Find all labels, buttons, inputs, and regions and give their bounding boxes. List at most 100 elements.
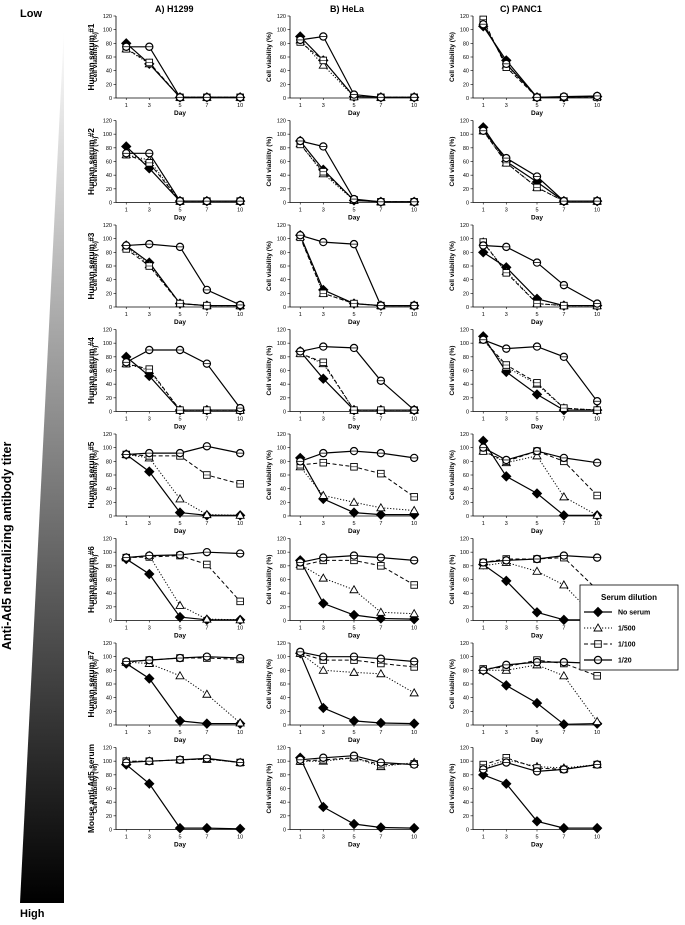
- y-tick-label: 60: [463, 264, 469, 270]
- y-tick-label: 40: [106, 800, 112, 806]
- series-no-serum: [295, 135, 420, 208]
- y-tick-label: 100: [277, 655, 286, 661]
- row-label: Human serum #7: [86, 650, 96, 717]
- y-tick-label: 20: [106, 605, 112, 611]
- x-axis-label: Day: [174, 424, 186, 431]
- y-tick-label: 120: [460, 641, 469, 647]
- series-line: [482, 23, 598, 98]
- y-tick-label: 20: [280, 709, 286, 715]
- x-tick-label: 10: [594, 208, 600, 214]
- x-tick-label: 10: [411, 835, 417, 841]
- y-tick-label: 120: [103, 119, 112, 125]
- y-axis-label: Cell viability (%): [92, 659, 99, 709]
- x-tick-label: 5: [178, 312, 181, 318]
- row-label: Human serum #5: [86, 441, 96, 508]
- x-tick-label: 5: [178, 730, 181, 736]
- data-point: [531, 816, 543, 827]
- data-point: [318, 801, 329, 813]
- column-title-h1299: A) H1299: [155, 4, 194, 14]
- x-tick-label: 7: [379, 521, 382, 527]
- y-axis-label: Cell viability (%): [449, 764, 456, 814]
- y-tick-label: 60: [463, 473, 469, 479]
- x-axis-label: Day: [348, 110, 360, 117]
- y-tick-label: 100: [460, 446, 469, 452]
- y-tick-label: 0: [466, 723, 469, 729]
- series-line: [125, 764, 241, 830]
- x-tick-label: 1: [482, 103, 485, 109]
- x-tick-label: 5: [352, 208, 355, 214]
- series-1-20: [479, 443, 602, 467]
- y-tick-label: 40: [463, 382, 469, 388]
- data-point: [592, 510, 602, 519]
- x-tick-label: 1: [125, 521, 128, 527]
- chart-panel: 0 20 40 60 80 100 120 1 3 5 7 10 Day Cell viability (…: [92, 119, 246, 222]
- series-1-100: [122, 150, 244, 205]
- y-tick-label: 20: [280, 396, 286, 402]
- x-tick-label: 5: [535, 103, 538, 109]
- y-tick-label: 60: [106, 787, 112, 793]
- data-point: [201, 822, 213, 834]
- series-1-100: [296, 458, 418, 501]
- x-tick-label: 5: [352, 521, 355, 527]
- series-1-20: [122, 547, 245, 562]
- y-tick-label: 0: [283, 410, 286, 416]
- x-tick-label: 7: [205, 103, 208, 109]
- x-tick-label: 3: [148, 103, 151, 109]
- data-point: [235, 614, 245, 624]
- data-point: [558, 614, 570, 626]
- series-1-20: [296, 342, 419, 415]
- y-tick-label: 40: [463, 591, 469, 597]
- chart-panel: 0 20 40 60 80 100 120 1 3 5 7 10 Day Cell viability (…: [266, 641, 420, 744]
- y-tick-label: 120: [460, 432, 469, 438]
- data-point: [375, 613, 387, 624]
- y-axis-label: Cell viability (%): [266, 450, 273, 500]
- series-line: [126, 454, 241, 516]
- y-tick-label: 100: [103, 759, 112, 765]
- series-1-500: [478, 16, 602, 101]
- legend-entry: 1/500: [584, 623, 636, 633]
- series-1-500: [121, 550, 245, 624]
- y-tick-label: 0: [283, 514, 286, 520]
- x-tick-label: 5: [178, 626, 181, 632]
- y-tick-label: 80: [463, 146, 469, 152]
- y-tick-label: 20: [106, 396, 112, 402]
- data-point: [175, 670, 185, 680]
- y-tick-label: 0: [283, 96, 286, 102]
- y-tick-label: 20: [280, 187, 286, 193]
- chart-panel: 0 20 40 60 80 100 120 1 3 5 7 10 Day Cell viability (…: [449, 119, 603, 222]
- legend-label: 1/500: [618, 626, 636, 633]
- x-axis-label: Day: [531, 319, 543, 326]
- data-point: [501, 680, 512, 691]
- series-no-serum: [295, 752, 420, 834]
- y-tick-label: 120: [277, 537, 286, 543]
- series-line: [126, 555, 241, 602]
- y-axis-label: Cell viability (%): [449, 346, 456, 396]
- series-line: [125, 48, 241, 98]
- y-tick-label: 100: [103, 550, 112, 556]
- data-point: [174, 611, 186, 623]
- data-point: [558, 510, 570, 521]
- data-point: [409, 687, 419, 697]
- y-tick-label: 120: [277, 223, 286, 229]
- y-tick-label: 20: [106, 500, 112, 506]
- x-tick-label: 3: [322, 835, 325, 841]
- data-point: [408, 822, 420, 834]
- x-axis-label: Day: [174, 528, 186, 535]
- antibody-titer-gradient-triangle: [20, 28, 64, 903]
- y-tick-label: 120: [103, 14, 112, 20]
- x-tick-label: 1: [482, 208, 485, 214]
- y-tick-label: 20: [463, 709, 469, 715]
- y-tick-label: 60: [463, 682, 469, 688]
- x-tick-label: 10: [237, 208, 243, 214]
- series-line: [482, 339, 598, 411]
- y-tick-label: 60: [106, 473, 112, 479]
- series-line: [299, 352, 415, 411]
- x-tick-label: 3: [322, 208, 325, 214]
- y-tick-label: 40: [106, 69, 112, 75]
- y-tick-label: 120: [277, 432, 286, 438]
- y-tick-label: 40: [106, 382, 112, 388]
- series-1-100: [479, 126, 601, 205]
- series-1-500: [478, 125, 602, 205]
- series-1-500: [121, 149, 245, 205]
- y-tick-label: 20: [463, 291, 469, 297]
